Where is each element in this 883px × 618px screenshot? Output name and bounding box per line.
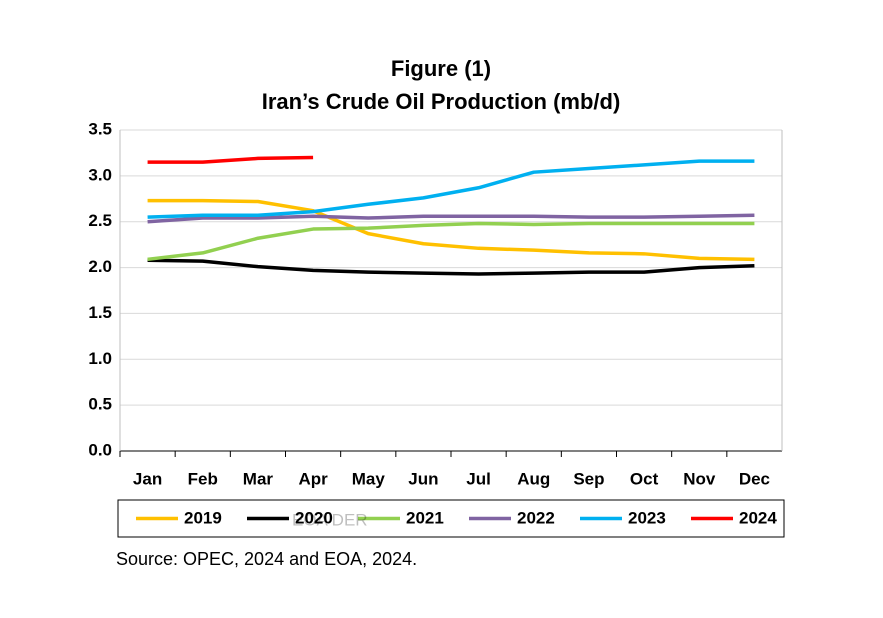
y-tick-label: 1.0 — [88, 349, 112, 368]
legend-label: 2019 — [184, 508, 222, 527]
legend-box — [117, 499, 785, 538]
y-tick-label: 0.5 — [88, 395, 112, 414]
chart-title: Figure (1) — [391, 56, 491, 81]
y-tick-label: 2.0 — [88, 257, 112, 276]
source-note: Source: OPEC, 2024 and EOA, 2024. — [116, 549, 417, 569]
x-tick-label: May — [352, 469, 386, 488]
series-line — [147, 258, 755, 276]
y-tick-label: 1.5 — [88, 303, 112, 322]
x-tick-label: Apr — [298, 469, 328, 488]
series-line — [147, 155, 314, 164]
x-tick-label: Jan — [133, 469, 162, 488]
series-line — [147, 213, 755, 224]
series-line — [147, 198, 755, 262]
legend-label: 2023 — [628, 508, 666, 527]
x-tick-label: Mar — [243, 469, 274, 488]
series-line — [147, 159, 755, 219]
y-tick-label: 0.0 — [88, 440, 112, 459]
y-tick-label: 3.0 — [88, 165, 112, 184]
x-tick-label: Sep — [573, 469, 604, 488]
legend-label: 2021 — [406, 508, 444, 527]
x-tick-label: Feb — [188, 469, 218, 488]
legend-label: 2024 — [739, 508, 777, 527]
chart-subtitle: Iran’s Crude Oil Production (mb/d) — [262, 89, 621, 114]
x-tick-label: Aug — [517, 469, 550, 488]
x-tick-label: Jun — [408, 469, 438, 488]
y-tick-label: 3.5 — [88, 119, 112, 138]
legend-label: 2020 — [295, 508, 333, 527]
series-line — [147, 221, 755, 262]
watermark: EOA DER — [292, 510, 368, 529]
y-tick-label: 2.5 — [88, 211, 112, 230]
legend-label: 2022 — [517, 508, 555, 527]
x-tick-label: Dec — [739, 469, 770, 488]
x-tick-label: Nov — [683, 469, 716, 488]
x-tick-label: Jul — [466, 469, 491, 488]
x-tick-label: Oct — [630, 469, 659, 488]
